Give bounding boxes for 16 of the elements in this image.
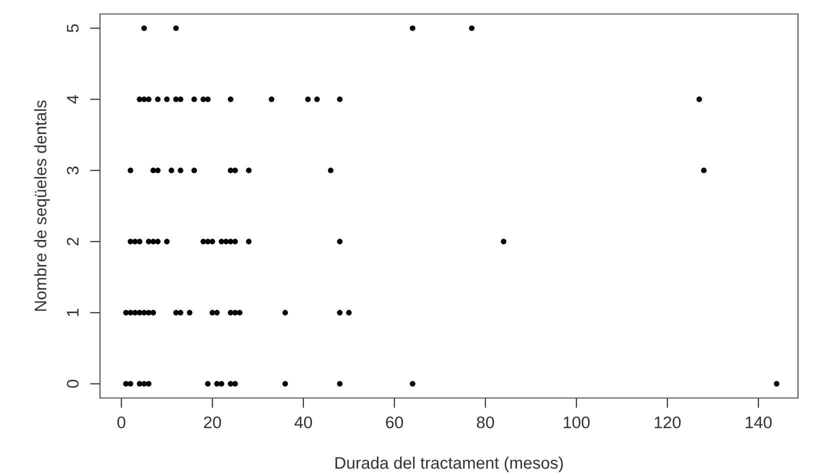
x-tick-label: 60 [386,416,404,428]
y-tick-label: 0 [66,380,79,388]
x-tick-label: 40 [294,416,312,428]
x-tick-label: 0 [117,416,126,428]
x-tick-label: 120 [654,416,681,428]
x-tick-label: 100 [564,416,590,428]
y-tick-label: 5 [67,24,79,32]
x-axis-title: Durada del tractament (mesos) [336,456,563,472]
x-tick-label: 80 [476,416,494,428]
y-tick-label: 3 [66,166,79,174]
y-tick-label: 1 [67,308,78,316]
x-tick-label: 20 [204,416,222,428]
y-axis-title: Nombre de seqüeles dentals [34,100,50,311]
y-tick-label: 2 [66,238,78,246]
y-tick-label: 4 [67,95,78,104]
x-tick-label: 140 [746,416,772,428]
